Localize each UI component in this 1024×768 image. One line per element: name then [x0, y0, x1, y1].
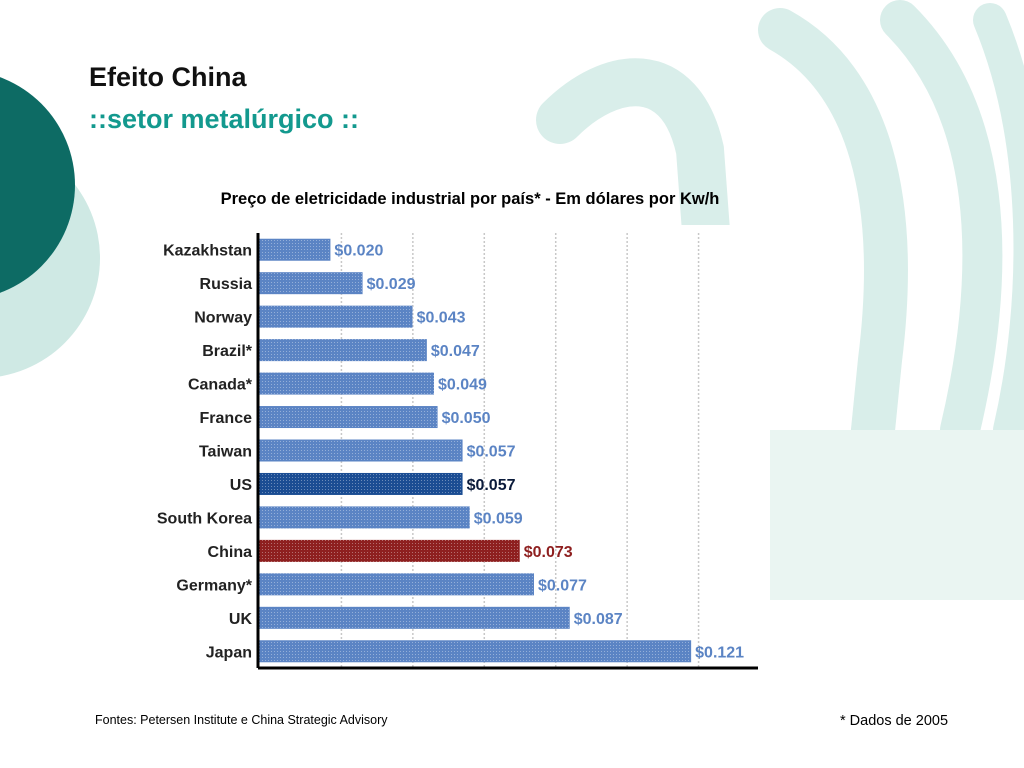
value-label: $0.059: [474, 510, 523, 527]
value-label: $0.049: [438, 377, 487, 394]
category-label: Canada*: [188, 377, 253, 394]
category-label: Japan: [206, 644, 252, 661]
bar-texture: [259, 472, 463, 495]
bar-texture: [259, 339, 427, 362]
value-label: $0.057: [467, 444, 516, 461]
bar-texture: [259, 606, 570, 629]
bar-texture: [259, 539, 520, 562]
value-label: $0.050: [442, 410, 491, 427]
category-label: Taiwan: [199, 444, 252, 461]
dark-circle-decoration: [0, 77, 75, 293]
category-label: US: [230, 477, 253, 494]
bar-texture: [259, 238, 331, 261]
category-label: South Korea: [157, 510, 252, 527]
slide-subtitle: ::setor metalúrgico ::: [89, 104, 360, 134]
category-label: Norway: [194, 310, 252, 327]
swoosh-decoration: [536, 0, 1024, 582]
chart-title: Preço de eletricidade industrial por paí…: [220, 190, 720, 208]
chart-title-wrap: Preço de eletricidade industrial por paí…: [0, 190, 940, 209]
date-note: * Dados de 2005: [840, 713, 949, 729]
value-label: $0.043: [417, 310, 466, 327]
value-label: $0.047: [431, 343, 480, 360]
bar-texture: [259, 439, 463, 462]
bar-texture: [259, 305, 413, 328]
value-label: $0.029: [367, 276, 416, 293]
swoosh-lower-decoration: [770, 430, 1024, 600]
category-label: Kazakhstan: [163, 243, 252, 260]
value-label: $0.087: [574, 611, 623, 628]
slide-title: Efeito China: [89, 62, 247, 92]
category-label: Russia: [200, 276, 253, 293]
category-label: UK: [229, 611, 253, 628]
bar-texture: [259, 640, 692, 663]
bar-texture: [259, 506, 470, 529]
bar-texture: [259, 372, 434, 395]
bar-texture: [259, 406, 438, 429]
category-label: France: [200, 410, 253, 427]
bar-texture: [259, 573, 534, 596]
category-label: Brazil*: [202, 343, 253, 360]
value-label: $0.057: [467, 477, 516, 494]
bar-chart: Kazakhstan Russia Norway Brazil* Canada* Fran…: [130, 225, 760, 675]
source-note: Fontes: Petersen Institute e China Strat…: [95, 713, 388, 727]
value-label: $0.077: [538, 577, 587, 594]
category-label: Germany*: [176, 577, 252, 594]
bar-texture: [259, 272, 363, 295]
category-label: China: [208, 544, 253, 561]
value-label: $0.073: [524, 544, 573, 561]
value-label: $0.121: [695, 644, 744, 661]
value-label: $0.020: [334, 243, 383, 260]
